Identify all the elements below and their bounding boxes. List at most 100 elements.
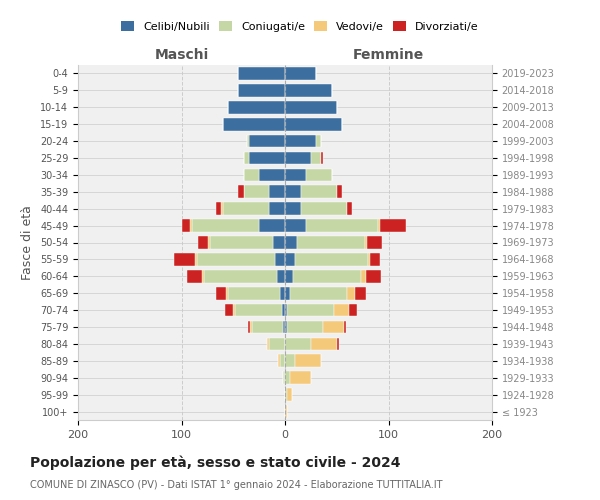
Bar [334,304,349,316]
Bar [337,186,342,198]
Bar [301,186,337,198]
Bar [252,320,283,334]
Bar [321,152,323,164]
Bar [290,372,311,384]
Bar [283,372,285,384]
Bar [233,304,235,316]
Bar [247,134,249,147]
Bar [190,220,192,232]
Bar [361,270,366,282]
Bar [355,287,366,300]
Bar [365,236,367,249]
Bar [228,287,280,300]
Bar [215,202,221,215]
Bar [202,270,204,282]
Bar [238,186,244,198]
Bar [368,253,370,266]
Bar [311,338,337,350]
Bar [370,253,380,266]
Bar [225,304,233,316]
Bar [280,287,285,300]
Bar [244,168,259,181]
Bar [275,253,285,266]
Bar [285,168,306,181]
Bar [268,338,269,350]
Bar [347,287,355,300]
Bar [285,101,337,114]
Bar [244,186,269,198]
Bar [378,220,380,232]
Bar [174,253,195,266]
Bar [238,84,285,96]
Bar [182,220,190,232]
Bar [280,354,285,367]
Bar [187,270,202,282]
Bar [278,354,280,367]
Bar [287,320,323,334]
Text: Maschi: Maschi [154,48,209,62]
Bar [311,152,321,164]
Bar [223,118,285,130]
Bar [283,320,285,334]
Bar [269,338,285,350]
Bar [316,134,321,147]
Bar [195,253,197,266]
Text: Femmine: Femmine [353,48,424,62]
Bar [337,338,339,350]
Bar [285,388,287,401]
Text: COMUNE DI ZINASCO (PV) - Dati ISTAT 1° gennaio 2024 - Elaborazione TUTTITALIA.IT: COMUNE DI ZINASCO (PV) - Dati ISTAT 1° g… [30,480,443,490]
Bar [285,152,311,164]
Bar [248,320,250,334]
Bar [366,270,381,282]
Bar [244,152,249,164]
Bar [277,270,285,282]
Bar [285,372,290,384]
Bar [249,152,285,164]
Bar [285,270,293,282]
Bar [249,134,285,147]
Bar [197,253,275,266]
Bar [298,236,365,249]
Bar [208,236,211,249]
Bar [282,304,285,316]
Bar [223,202,269,215]
Bar [285,405,287,418]
Bar [285,134,316,147]
Bar [269,186,285,198]
Bar [228,101,285,114]
Bar [269,202,285,215]
Bar [285,253,295,266]
Bar [301,202,347,215]
Bar [192,220,259,232]
Bar [285,338,311,350]
Bar [295,354,321,367]
Bar [290,287,347,300]
Bar [295,253,368,266]
Bar [349,304,358,316]
Bar [272,236,285,249]
Bar [347,202,352,215]
Bar [367,236,382,249]
Bar [235,304,282,316]
Bar [285,202,301,215]
Legend: Celibi/Nubili, Coniugati/e, Vedovi/e, Divorziati/e: Celibi/Nubili, Coniugati/e, Vedovi/e, Di… [116,16,484,38]
Bar [344,320,346,334]
Text: Popolazione per età, sesso e stato civile - 2024: Popolazione per età, sesso e stato civil… [30,455,401,469]
Bar [259,220,285,232]
Bar [293,270,361,282]
Bar [285,67,316,80]
Bar [211,236,272,249]
Bar [285,354,295,367]
Bar [285,220,306,232]
Bar [259,168,285,181]
Bar [250,320,252,334]
Bar [285,304,287,316]
Bar [285,186,301,198]
Bar [226,287,228,300]
Bar [285,118,342,130]
Bar [306,220,378,232]
Bar [323,320,344,334]
Bar [306,168,332,181]
Bar [238,67,285,80]
Bar [285,236,298,249]
